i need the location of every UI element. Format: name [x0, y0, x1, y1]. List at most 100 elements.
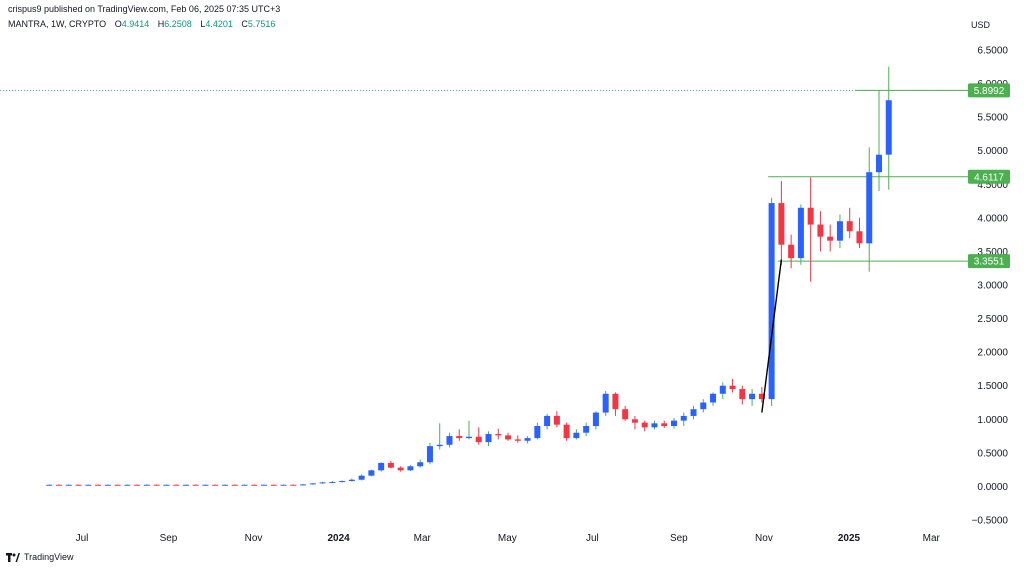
price-axis[interactable]: 6.50006.00005.50005.00004.50004.00003.50… — [972, 46, 1009, 527]
candle — [417, 459, 424, 468]
time-axis[interactable]: Jul Sep Nov 2024 Mar May Jul Sep Nov 2025 Mar — [76, 533, 941, 544]
price-badge-2 — [968, 254, 1010, 269]
candle-body — [563, 424, 570, 439]
candle — [387, 460, 394, 469]
candle-body — [270, 484, 277, 486]
candle-body — [446, 436, 453, 445]
candle-body — [475, 436, 482, 443]
x-tick-label: Mar — [414, 533, 432, 544]
y-tick-label: 1.0000 — [977, 415, 1008, 426]
candle — [75, 484, 82, 486]
candle-body — [641, 422, 648, 428]
ohlc-close-label: C — [241, 19, 248, 29]
candle — [778, 180, 785, 265]
candle-body — [192, 484, 199, 486]
candle-body — [505, 435, 512, 440]
candle-body — [670, 420, 677, 426]
x-tick-label: Nov — [245, 533, 263, 544]
y-tick-label: 2.0000 — [977, 348, 1008, 359]
symbol-name[interactable]: MANTRA, 1W, CRYPTO — [8, 19, 107, 29]
candle-body — [836, 221, 843, 241]
candle-body — [358, 475, 365, 480]
candle-body — [426, 446, 433, 463]
candle — [426, 442, 433, 465]
candle — [749, 389, 756, 406]
candle — [153, 484, 160, 486]
candle-body — [651, 423, 658, 428]
candle — [739, 385, 746, 405]
candle-body — [407, 466, 414, 471]
candle — [46, 484, 53, 486]
candle — [319, 481, 326, 484]
candle — [212, 484, 219, 486]
candle-body — [768, 203, 775, 400]
candle-body — [758, 393, 765, 400]
candle-body — [485, 434, 492, 443]
candle — [124, 484, 131, 486]
trend-line-layer — [761, 259, 783, 413]
candle-body — [661, 423, 668, 426]
candle — [309, 483, 316, 485]
candle — [407, 464, 414, 471]
candle — [514, 435, 521, 443]
candle-body — [280, 484, 287, 486]
candle — [573, 429, 580, 440]
candle-body — [749, 393, 756, 400]
candle-body — [124, 484, 131, 486]
candle-body — [46, 484, 53, 486]
y-tick-label: 2.5000 — [977, 314, 1008, 325]
candle-body — [866, 172, 873, 244]
candle-body — [817, 224, 824, 237]
candle — [856, 217, 863, 249]
candle — [114, 484, 121, 486]
symbol-info: MANTRA, 1W, CRYPTO O4.9414 H6.2508 L4.42… — [8, 19, 275, 29]
tradingview-logo[interactable]: TradingView — [6, 552, 74, 562]
candle-body — [524, 438, 531, 441]
candle-body — [680, 415, 687, 421]
candle — [827, 224, 834, 252]
price-badge-label: 5.8992 — [974, 86, 1005, 97]
candle-body — [436, 444, 443, 447]
candle — [378, 462, 385, 472]
candle-body — [329, 482, 336, 484]
candles-layer — [46, 66, 892, 486]
candle — [241, 484, 248, 486]
candle-body — [690, 409, 697, 416]
candle-body — [856, 231, 863, 244]
candle-body — [466, 436, 472, 439]
candle-body — [104, 484, 111, 486]
candle-body — [739, 389, 746, 400]
y-tick-label: 0.0000 — [977, 482, 1008, 493]
candle — [680, 412, 687, 426]
candle-body — [309, 483, 316, 485]
candle-body — [788, 244, 795, 259]
currency-label[interactable]: USD — [970, 20, 990, 30]
candle-body — [827, 236, 834, 241]
x-tick-label: Mar — [923, 533, 941, 544]
candle-body — [553, 415, 560, 425]
candle — [505, 432, 512, 441]
candle-body — [387, 462, 394, 468]
candle — [534, 422, 541, 440]
candle — [466, 420, 472, 440]
candle — [56, 484, 63, 486]
candle — [729, 379, 736, 393]
candle-body — [143, 484, 150, 486]
candle-body — [212, 484, 219, 486]
tradingview-icon — [6, 552, 20, 562]
candle — [358, 474, 365, 481]
candle-body — [495, 434, 502, 436]
candle — [446, 432, 453, 448]
candle — [485, 431, 492, 447]
candle-body — [65, 484, 72, 486]
candle — [651, 420, 658, 430]
ohlc-close-value: 5.7516 — [247, 19, 276, 29]
candle-body — [534, 426, 541, 439]
candle-body — [182, 484, 189, 486]
candle — [300, 484, 307, 486]
x-tick-label: 2025 — [838, 533, 861, 544]
price-badge-0 — [968, 83, 1010, 98]
candle — [221, 484, 228, 486]
y-tick-label: −0.5000 — [972, 516, 1009, 527]
